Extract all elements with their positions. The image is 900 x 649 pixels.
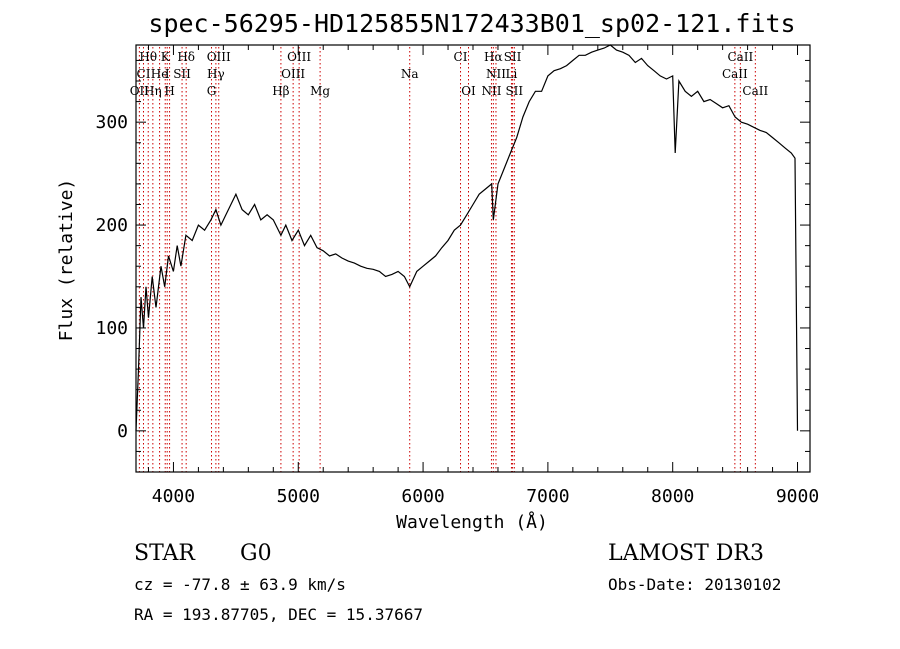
x-tick-label: 9000 <box>776 486 819 507</box>
x-tick-label: 4000 <box>152 486 195 507</box>
y-axis-label: Flux (relative) <box>56 179 77 342</box>
y-tick-label: 300 <box>95 112 128 133</box>
spectral-line-label: OIII <box>281 67 305 81</box>
spectral-line-label: H <box>164 84 174 98</box>
spectral-line-label: CaII <box>722 67 748 81</box>
spectrum-series-line <box>135 44 799 431</box>
spectral-line-label: OI <box>461 84 476 98</box>
spectral-line-markers <box>138 47 756 472</box>
spectral-line-label: Hθ <box>139 50 157 64</box>
spectral-line-label: G <box>207 84 217 98</box>
y-tick-label: 200 <box>95 215 128 236</box>
spectral-line-label: K <box>161 50 171 64</box>
spectral-line-label: Hα <box>484 50 503 64</box>
spectral-line-label: Li <box>506 67 518 81</box>
observation-date: Obs-Date: 20130102 <box>608 575 781 594</box>
spectral-line-label: CI <box>137 67 151 81</box>
y-tick-label: 100 <box>95 318 128 339</box>
spectral-line-label: NII <box>481 84 501 98</box>
coordinates: RA = 193.87705, DEC = 15.37667 <box>134 605 423 624</box>
x-axis-ticks: 4000 5000 6000 7000 8000 9000 <box>147 45 819 507</box>
x-tick-label: 5000 <box>277 486 320 507</box>
y-axis-ticks: 0 100 200 300 <box>95 59 810 452</box>
spectral-line-label: Hβ <box>272 84 289 98</box>
spectral-line-label: Mg <box>310 84 330 98</box>
survey-name: LAMOST DR3 <box>608 541 764 566</box>
info-panel: STAR G0 LAMOST DR3 cz = -77.8 ± 63.9 km/… <box>134 541 781 624</box>
y-tick-label: 0 <box>117 421 128 442</box>
spectral-line-label: CaII <box>742 84 768 98</box>
spectral-line-label: SII <box>504 50 522 64</box>
plot-frame <box>135 44 811 473</box>
spectral-line-label: OIII <box>207 50 231 64</box>
x-tick-label: 7000 <box>526 486 569 507</box>
spectral-line-label: OII <box>130 84 150 98</box>
spectral-line-label: Hη <box>144 84 162 98</box>
spectral-line-label: I <box>165 67 170 81</box>
chart-title: spec-56295-HD125855N172433B01_sp02-121.f… <box>148 9 795 38</box>
redshift-cz: cz = -77.8 ± 63.9 km/s <box>134 575 346 594</box>
x-axis-label: Wavelength (Å) <box>396 511 548 533</box>
spectral-line-label: SII <box>505 84 523 98</box>
object-subclass: G0 <box>240 541 272 566</box>
spectral-line-label: Hδ <box>177 50 195 64</box>
spectral-line-label: CaII <box>727 50 753 64</box>
spectral-line-label: OIII <box>287 50 311 64</box>
spectral-line-label: He <box>151 67 169 81</box>
spectral-line-label: SII <box>173 67 191 81</box>
object-class: STAR <box>134 541 196 566</box>
spectral-line-label: Na <box>401 67 419 81</box>
spectral-line-label: Hγ <box>207 67 225 81</box>
spectral-line-label: CI <box>454 50 468 64</box>
spectral-line-label: NII <box>486 67 506 81</box>
x-tick-label: 6000 <box>401 486 444 507</box>
x-tick-label: 8000 <box>651 486 694 507</box>
